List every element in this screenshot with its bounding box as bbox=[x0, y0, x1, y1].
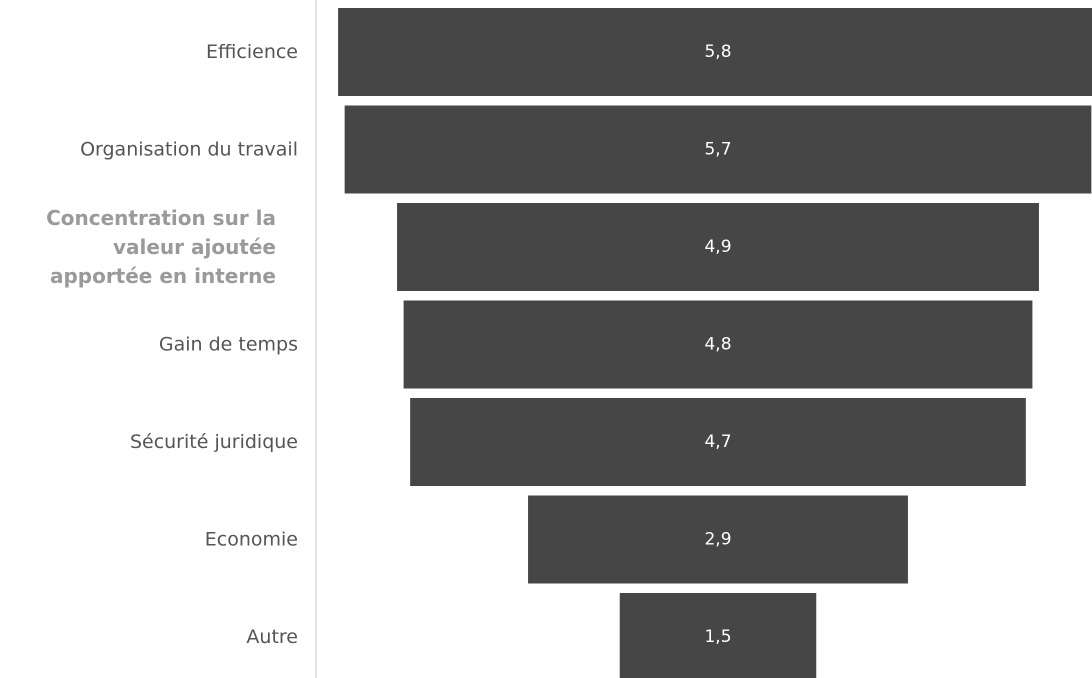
funnel-bar bbox=[338, 8, 1092, 96]
funnel-bar bbox=[619, 593, 817, 678]
category-label: Concentration sur la valeur ajoutée apport… bbox=[46, 206, 276, 288]
funnel-bar bbox=[410, 398, 1026, 486]
bar-value-label: 5,8 bbox=[704, 42, 731, 62]
funnel-bar bbox=[344, 105, 1092, 194]
bar-value-label: 4,7 bbox=[704, 432, 731, 452]
category-label: Efficience bbox=[206, 41, 298, 63]
category-label: Sécurité juridique bbox=[130, 431, 298, 453]
bar-value-label: 2,9 bbox=[704, 530, 731, 550]
bar-value-label: 4,9 bbox=[704, 237, 731, 257]
category-label: Autre bbox=[246, 626, 298, 648]
category-labels-group: Efficience Organisation du travail Concent… bbox=[46, 41, 298, 648]
bar-value-label: 4,8 bbox=[704, 335, 731, 355]
category-label: Organisation du travail bbox=[80, 139, 298, 161]
funnel-bar bbox=[403, 300, 1033, 389]
bar-value-label: 1,5 bbox=[704, 627, 731, 647]
funnel-bar bbox=[528, 495, 908, 584]
funnel-bar bbox=[397, 203, 1039, 291]
category-label: Economie bbox=[205, 529, 298, 551]
category-label: Gain de temps bbox=[159, 334, 298, 356]
bars-group: 5,8 5,7 4,9 4,8 4,7 2,9 1,5 bbox=[338, 8, 1092, 678]
bar-value-label: 5,7 bbox=[704, 140, 731, 160]
